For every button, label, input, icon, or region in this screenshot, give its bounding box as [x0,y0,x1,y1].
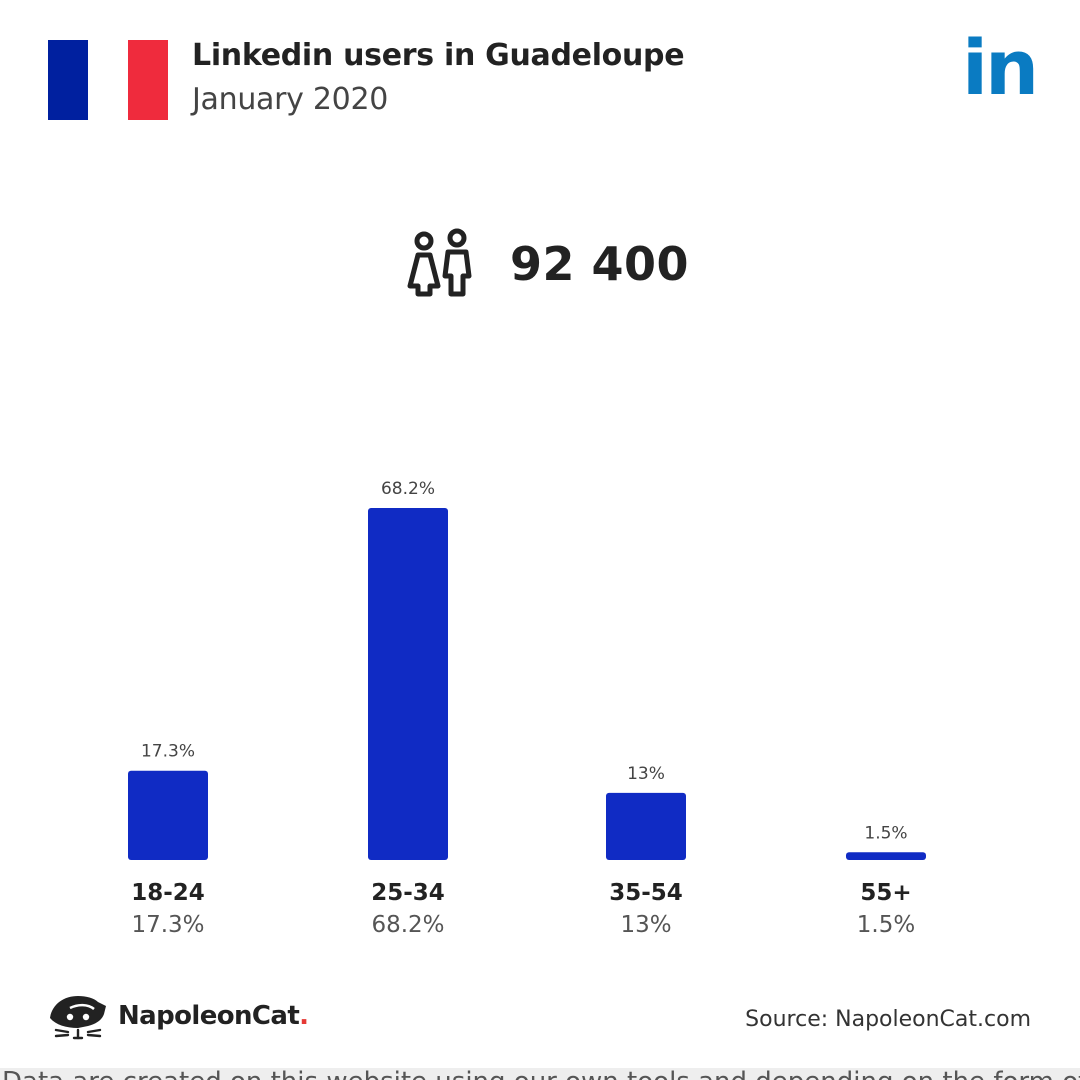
bar-55+ [846,852,926,860]
page-title: Linkedin users in Guadeloupe [192,38,685,73]
bar-18-24 [128,770,208,860]
napoleoncat-brand: NapoleonCat. [48,992,309,1040]
category-percent: 68.2% [371,912,444,938]
users-icon [407,228,472,297]
flag [48,40,168,120]
bar-value-label: 17.3% [141,742,195,762]
category-percent: 13% [620,912,671,938]
category-label: 18-24 [131,880,205,906]
linkedin-logo: in [962,23,1039,112]
bar-25-34 [368,508,448,860]
flag-stripe-blue [48,40,88,120]
category-percent: 17.3% [131,912,204,938]
page-subtitle: January 2020 [192,82,389,117]
bar-value-label: 68.2% [381,479,435,499]
category-label: 55+ [860,880,911,906]
cat-logo-icon [50,996,106,1040]
bar-35-54 [606,792,686,860]
category-label: 35-54 [609,880,683,906]
footer-note-band: Data are created on this website using o… [0,1068,1080,1080]
category-percent: 1.5% [857,912,915,938]
source-text: Source: NapoleonCat.com [745,1007,1031,1032]
total-users: 92 400 [406,228,689,300]
total-users-value: 92 400 [510,237,690,291]
flag-stripe-red [128,40,168,120]
bar-value-label: 13% [627,764,665,784]
flag-stripe-white [88,40,128,120]
footer-note: Data are created on this website using o… [2,1069,1080,1080]
bar-value-label: 1.5% [864,823,907,843]
brand-name: NapoleonCat. [118,1001,309,1031]
category-label: 25-34 [371,880,445,906]
